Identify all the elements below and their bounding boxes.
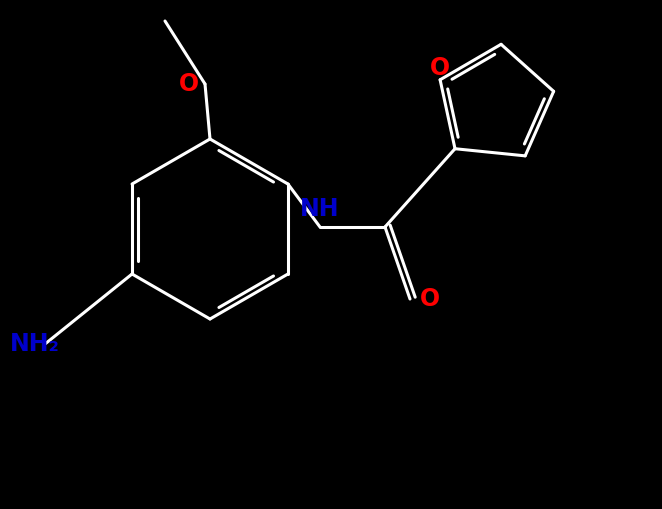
Text: O: O (179, 72, 199, 96)
Text: NH₂: NH₂ (10, 332, 60, 356)
Text: O: O (420, 287, 440, 311)
Text: NH: NH (301, 197, 340, 221)
Text: O: O (430, 56, 450, 80)
